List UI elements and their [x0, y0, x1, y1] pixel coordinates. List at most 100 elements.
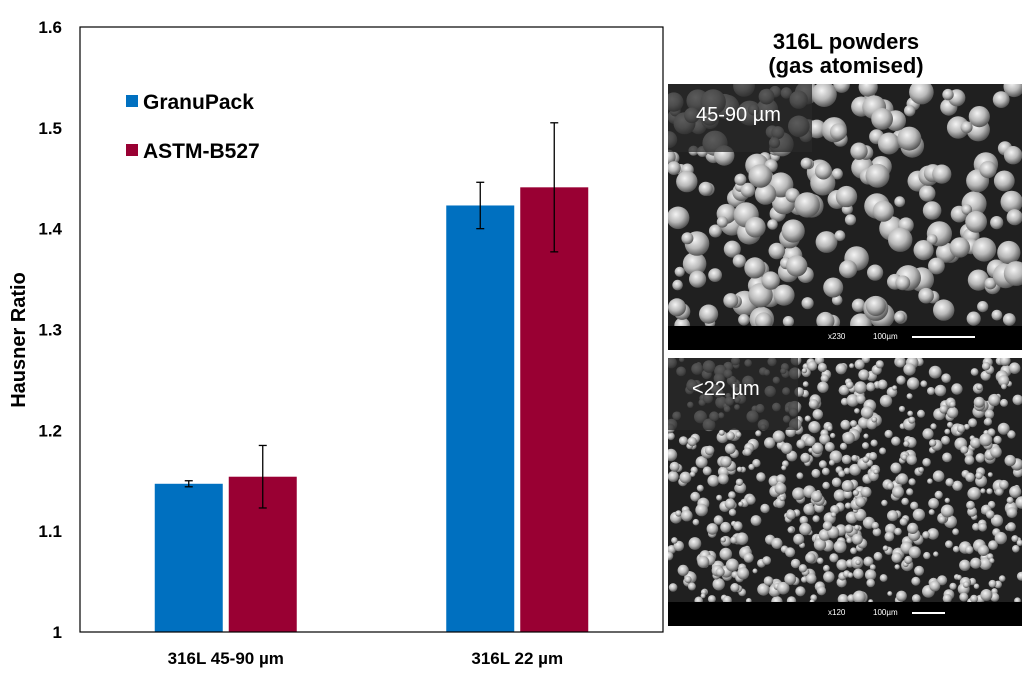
y-tick-label-1: 1.1	[38, 522, 62, 541]
sem-label-45-90: 45-90 µm	[668, 84, 812, 152]
powder-particle	[881, 499, 888, 507]
powder-particle	[745, 216, 766, 238]
y-tick-label-2: 1.2	[38, 421, 62, 440]
powder-particle	[796, 472, 804, 480]
powder-particle	[901, 497, 909, 506]
sem-magnification-2: x120	[828, 608, 846, 617]
y-tick-label-3: 1.3	[38, 321, 62, 340]
powder-particle	[1007, 430, 1016, 439]
powder-particle	[901, 454, 908, 461]
powder-particle	[913, 240, 934, 261]
powder-particle	[853, 568, 864, 580]
powder-particle	[892, 485, 904, 498]
powder-particle	[843, 467, 851, 475]
powder-particle	[748, 463, 755, 471]
powder-particle	[699, 304, 719, 324]
powder-particle	[718, 429, 725, 436]
powder-particle	[852, 590, 866, 604]
powder-particle	[716, 494, 723, 501]
powder-particle	[833, 489, 846, 502]
powder-particle	[830, 505, 840, 515]
y-tick-label-0: 1	[53, 623, 62, 642]
powder-particle	[846, 394, 859, 407]
powder-particle	[850, 547, 857, 555]
powder-particle	[998, 375, 1010, 387]
powder-particle	[684, 575, 692, 584]
powder-particle	[1009, 485, 1022, 498]
powder-particle	[908, 546, 921, 559]
powder-particle	[816, 557, 824, 565]
powder-particle	[811, 490, 823, 503]
powder-particle	[999, 479, 1009, 490]
powder-particle	[894, 196, 906, 208]
powder-particle	[868, 452, 878, 461]
powder-particle	[668, 206, 690, 230]
powder-particle	[875, 360, 884, 369]
powder-particle	[922, 428, 934, 440]
powder-particle	[952, 528, 959, 536]
powder-particle	[960, 121, 973, 134]
powder-particle	[854, 359, 865, 370]
powder-particle	[964, 455, 975, 465]
powder-particle	[782, 316, 794, 328]
powder-particle	[774, 482, 787, 495]
powder-particle	[904, 105, 916, 117]
sem-image-45-90: 45-90 µm x230 100µm	[668, 84, 1022, 350]
powder-particle	[737, 567, 750, 580]
powder-particle	[723, 293, 739, 309]
powder-particle	[689, 471, 696, 477]
powder-particle	[720, 456, 732, 468]
powder-particle	[779, 496, 785, 502]
powder-particle	[800, 157, 813, 170]
powder-particle	[928, 509, 935, 516]
powder-particle	[895, 358, 906, 368]
powder-particle	[879, 394, 893, 408]
powder-particle	[863, 556, 874, 567]
powder-particle	[865, 296, 886, 316]
powder-particle	[776, 581, 790, 595]
powder-particle	[811, 84, 837, 107]
powder-particle	[690, 491, 701, 502]
powder-particle	[886, 482, 895, 490]
powder-particle	[997, 422, 1010, 435]
powder-particle	[755, 312, 773, 330]
y-tick-label-6: 1.6	[38, 18, 62, 37]
powder-particle	[716, 216, 728, 228]
error-bar-astm-b527-1	[550, 122, 559, 253]
powder-particle	[873, 469, 879, 475]
powder-particle	[887, 591, 893, 597]
x-tick-label-0: 316L 45-90 µm	[168, 649, 284, 668]
powder-particle	[1003, 84, 1022, 98]
powder-particle	[1006, 522, 1016, 532]
powder-particle	[922, 531, 930, 539]
powder-particle	[801, 576, 808, 583]
powder-particle	[956, 574, 962, 581]
powder-particle	[728, 491, 736, 499]
powder-particle	[890, 462, 902, 474]
powder-particle	[854, 408, 860, 414]
powder-particle	[695, 503, 708, 517]
powder-particle	[934, 384, 947, 397]
powder-particle	[1000, 398, 1008, 407]
powder-particle	[992, 91, 1010, 108]
powder-particle	[989, 558, 995, 564]
powder-particle	[845, 381, 854, 389]
powder-particle	[668, 448, 678, 462]
powder-particle	[930, 423, 937, 430]
powder-particle	[920, 380, 928, 388]
error-bar-granupack-0	[184, 480, 193, 488]
powder-particle	[850, 142, 868, 160]
powder-particle	[850, 420, 857, 428]
powder-particle	[698, 181, 713, 196]
powder-particle	[1016, 539, 1022, 547]
powder-particle	[990, 216, 1004, 230]
powder-particle	[671, 537, 678, 544]
y-tick-label-4: 1.4	[38, 220, 62, 239]
powder-particle	[988, 393, 1001, 407]
powder-particle	[846, 537, 853, 544]
plot-area-border	[79, 26, 664, 633]
powder-particle	[907, 522, 919, 534]
powder-particle	[959, 592, 969, 602]
y-axis-title: Hausner Ratio	[8, 272, 30, 408]
powder-particle	[707, 474, 720, 487]
